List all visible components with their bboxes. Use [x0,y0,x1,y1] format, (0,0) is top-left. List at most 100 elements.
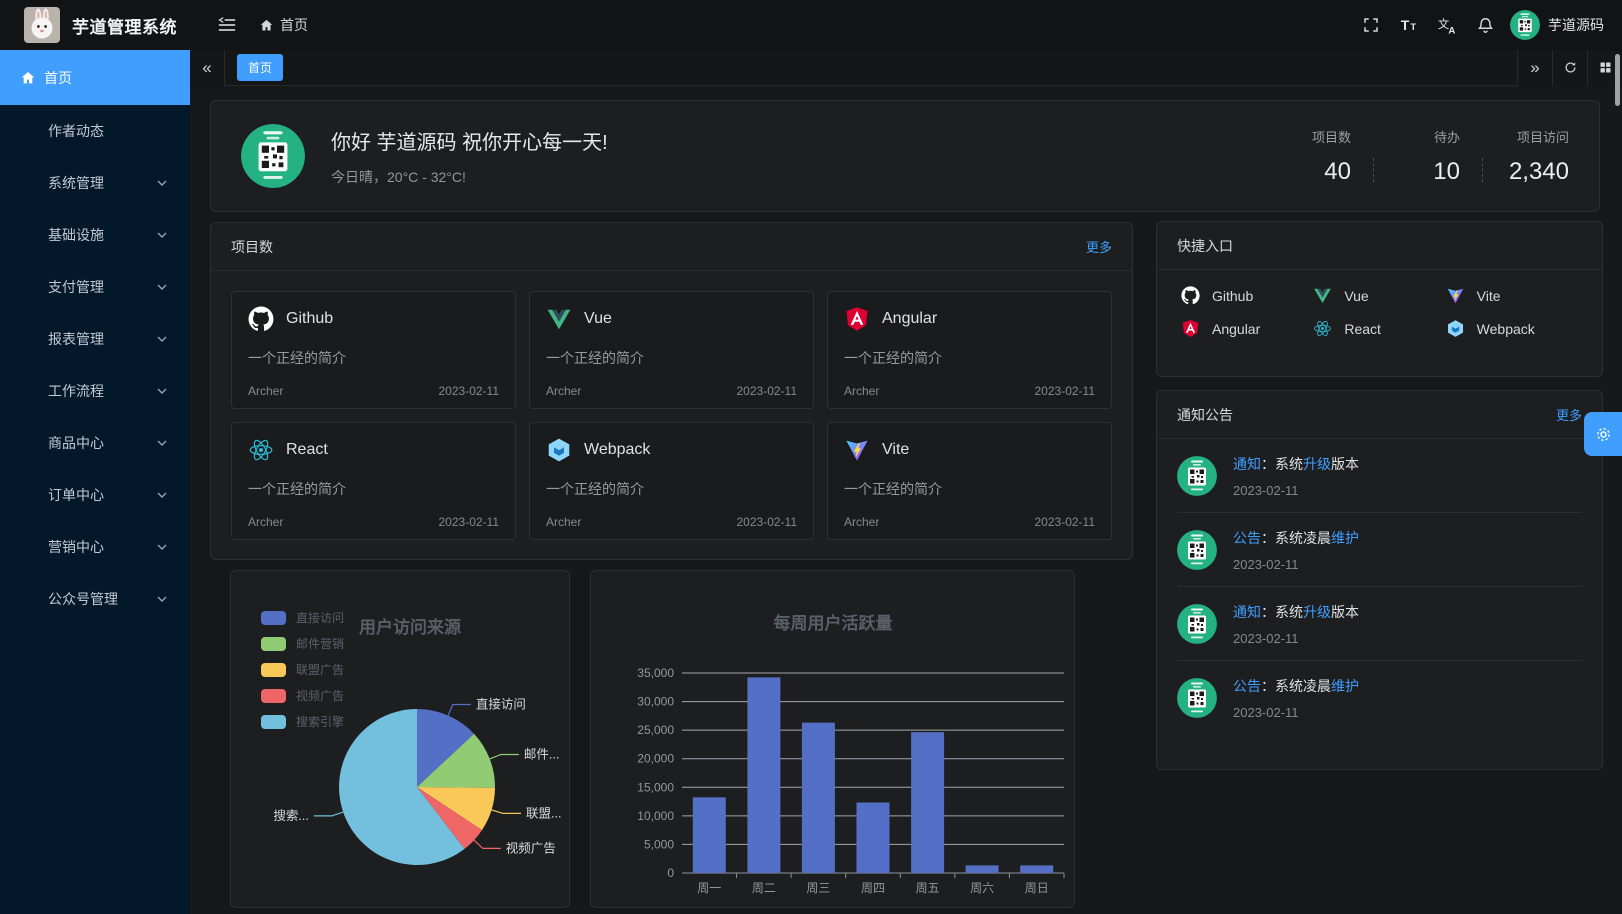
sidebar-item-7[interactable]: 商品中心 [0,417,190,469]
react-icon [1313,319,1332,338]
home-icon [21,71,35,83]
svg-text:周日: 周日 [1025,881,1049,895]
shortcut-label: Github [1212,287,1254,304]
pie-chart-legend[interactable]: 直接访问邮件营销联盟广告视频广告搜索引擎 [261,609,344,730]
visit-source-chart-card: 用户访问来源 直接访问 邮件营销 联盟广告 视频广告 搜索引擎 直接访问 邮件... 联盟.… [230,570,570,908]
legend-item[interactable]: 邮件营销 [261,635,344,652]
legend-swatch [261,662,286,677]
project-card-github[interactable]: Github 一个正经的简介 Archer 2023-02-11 [231,291,516,409]
svg-text:5,000: 5,000 [644,837,674,851]
app-title: 芋道管理系统 [72,17,177,37]
stat-value: 40 [1324,157,1351,185]
avatar [1510,10,1540,40]
bell-icon[interactable] [1466,0,1504,50]
svg-text:A: A [1448,25,1455,36]
project-name: Vue [584,310,612,327]
svg-text:T: T [1400,16,1409,32]
tabs-scroll-left-icon[interactable]: « [190,49,225,86]
project-card-react[interactable]: React 一个正经的简介 Archer 2023-02-11 [231,422,516,540]
sidebar-item-0[interactable]: 首页 [0,50,190,105]
chevron-down-icon [157,440,167,446]
fullscreen-icon[interactable] [1352,0,1390,50]
project-date: 2023-02-11 [736,515,798,529]
svg-text:每周用户活跃量: 每周用户活跃量 [774,613,893,633]
user-qr-avatar [241,124,305,188]
svg-text:T: T [1410,21,1416,32]
github-icon [1181,286,1200,305]
breadcrumb[interactable]: 首页 [259,15,308,35]
project-date: 2023-02-11 [438,384,500,398]
stat-0: 项目数 40 [1287,127,1351,186]
sidebar-item-6[interactable]: 工作流程 [0,365,190,417]
sidebar-item-4[interactable]: 支付管理 [0,261,190,313]
theme-settings-button[interactable] [1584,412,1622,456]
angular-icon [1182,319,1199,338]
shortcut-react[interactable]: React [1313,319,1445,338]
page-scrollbar[interactable] [1615,54,1620,106]
notice-item-2[interactable]: 通知：系统升级版本 2023-02-11 [1177,587,1582,661]
sidebar-item-5[interactable]: 报表管理 [0,313,190,365]
sidebar-item-1[interactable]: 作者动态 [0,105,190,157]
menu-fold-icon[interactable] [213,11,241,39]
chevron-down-icon [156,541,168,553]
webpack-icon [548,438,570,462]
legend-item[interactable]: 搜索引擎 [261,713,344,730]
notice-date: 2023-02-11 [1233,557,1299,572]
projects-panel-title: 项目数 [231,238,273,255]
sidebar-item-3[interactable]: 基础设施 [0,209,190,261]
notice-item-1[interactable]: 公告：系统凌晨维护 2023-02-11 [1177,513,1582,587]
svg-text:邮件...: 邮件... [524,748,559,762]
sidebar-item-label: 工作流程 [48,383,104,399]
notice-item-0[interactable]: 通知：系统升级版本 2023-02-11 [1177,439,1582,513]
react-icon [248,437,274,463]
user-menu[interactable]: 芋道源码 [1510,10,1604,40]
refresh-icon[interactable] [1552,49,1587,86]
projects-more-link[interactable]: 更多 [1085,240,1112,255]
tab-home[interactable]: 首页 [237,54,284,81]
legend-item[interactable]: 直接访问 [261,609,344,626]
svg-text:视频广告: 视频广告 [506,840,556,855]
fullscreen-icon [1364,18,1378,32]
shortcut-vue[interactable]: Vue [1313,286,1445,305]
project-desc: 一个正经的简介 [248,481,346,497]
bell-icon [1477,17,1493,33]
shortcut-webpack[interactable]: Webpack [1446,319,1578,338]
stat-divider [1373,158,1374,182]
qr-avatar [241,124,305,188]
svg-text:周六: 周六 [970,881,994,895]
project-name: React [286,441,328,458]
project-card-angular[interactable]: Angular 一个正经的简介 Archer 2023-02-11 [827,291,1112,409]
sidebar-item-8[interactable]: 订单中心 [0,469,190,521]
project-author: Archer [546,515,582,529]
project-card-webpack[interactable]: Webpack 一个正经的简介 Archer 2023-02-11 [529,422,814,540]
svg-text:直接访问: 直接访问 [476,697,526,712]
legend-item[interactable]: 联盟广告 [261,661,344,678]
project-card-vue[interactable]: Vue 一个正经的简介 Archer 2023-02-11 [529,291,814,409]
shortcuts-grid: Github Vue Vite Angular React Webpack [1157,270,1602,354]
legend-label: 搜索引擎 [296,715,345,729]
stat-value: 2,340 [1508,157,1569,185]
project-author: Archer [248,515,284,529]
project-name: Github [286,310,334,327]
tabs-scroll-right-icon[interactable]: » [1517,49,1552,86]
qr-avatar [1177,604,1217,644]
stat-1: 待办 10 [1396,127,1460,186]
project-name: Vite [882,441,910,458]
breadcrumb-item-home[interactable]: 首页 [280,17,308,33]
sidebar-item-10[interactable]: 公众号管理 [0,573,190,625]
sidebar-item-2[interactable]: 系统管理 [0,157,190,209]
shortcut-label: React [1344,320,1381,337]
project-card-vite[interactable]: Vite 一个正经的简介 Archer 2023-02-11 [827,422,1112,540]
sidebar-item-label: 支付管理 [48,279,104,295]
shortcut-angular[interactable]: Angular [1181,319,1313,338]
notices-more-link[interactable]: 更多 [1555,408,1582,423]
notice-item-3[interactable]: 公告：系统凌晨维护 2023-02-11 [1177,661,1582,734]
legend-item[interactable]: 视频广告 [261,687,344,704]
svg-text:20,000: 20,000 [637,752,674,766]
shortcut-github[interactable]: Github [1181,286,1313,305]
sidebar-item-9[interactable]: 营销中心 [0,521,190,573]
shortcut-vite[interactable]: Vite [1446,286,1578,305]
chevron-down-icon [157,492,167,498]
